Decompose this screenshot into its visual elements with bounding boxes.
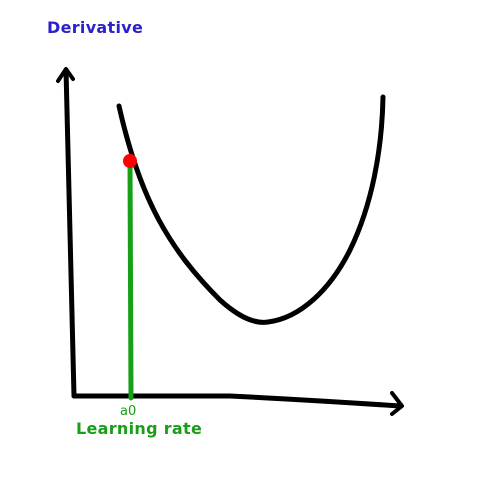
x-axis-label: Learning rate <box>76 419 203 438</box>
derivative-curve <box>116 94 386 325</box>
y-axis-arrow <box>56 67 75 83</box>
a0-drop-line <box>127 159 134 401</box>
y-axis-label: Derivative <box>47 18 144 37</box>
a0-point <box>123 154 137 168</box>
y-axis <box>63 67 77 399</box>
a0-tick-label: a0 <box>120 404 137 419</box>
x-axis <box>71 393 403 409</box>
x-axis-arrow <box>390 391 404 416</box>
